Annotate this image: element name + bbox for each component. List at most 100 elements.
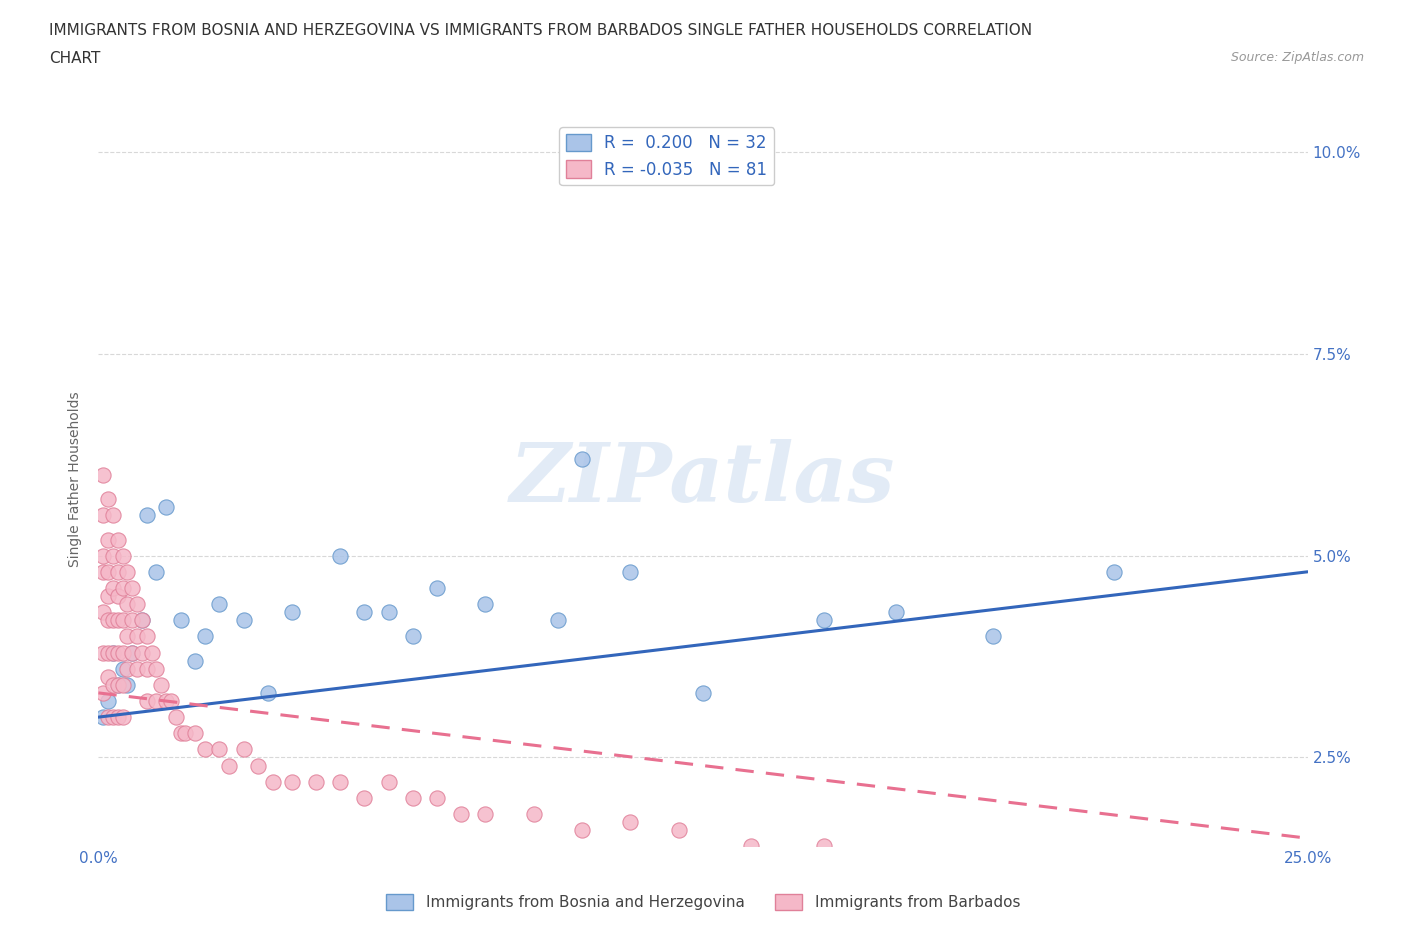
Point — [426, 580, 449, 595]
Text: CHART: CHART — [49, 51, 101, 66]
Point — [141, 645, 163, 660]
Point — [619, 565, 641, 579]
Point — [547, 613, 569, 628]
Point — [97, 694, 120, 709]
Point — [740, 839, 762, 854]
Legend: Immigrants from Bosnia and Herzegovina, Immigrants from Barbados: Immigrants from Bosnia and Herzegovina, … — [380, 888, 1026, 916]
Point — [194, 742, 217, 757]
Point — [668, 823, 690, 838]
Point — [107, 532, 129, 547]
Point — [121, 645, 143, 660]
Point — [155, 499, 177, 514]
Point — [111, 661, 134, 676]
Point — [127, 597, 149, 612]
Point — [145, 661, 167, 676]
Point — [523, 806, 546, 821]
Point — [218, 758, 240, 773]
Point — [121, 613, 143, 628]
Point — [981, 629, 1004, 644]
Point — [91, 508, 114, 523]
Point — [107, 613, 129, 628]
Point — [135, 508, 157, 523]
Legend: R =  0.200   N = 32, R = -0.035   N = 81: R = 0.200 N = 32, R = -0.035 N = 81 — [560, 127, 775, 185]
Point — [97, 589, 120, 604]
Point — [111, 645, 134, 660]
Point — [155, 694, 177, 709]
Point — [111, 677, 134, 692]
Point — [571, 451, 593, 466]
Point — [169, 613, 191, 628]
Point — [101, 710, 124, 724]
Point — [111, 613, 134, 628]
Point — [117, 661, 139, 676]
Point — [450, 806, 472, 821]
Point — [135, 694, 157, 709]
Point — [402, 629, 425, 644]
Point — [97, 613, 120, 628]
Point — [619, 815, 641, 830]
Point — [91, 685, 114, 700]
Point — [91, 710, 114, 724]
Point — [402, 790, 425, 805]
Point — [145, 694, 167, 709]
Point — [426, 790, 449, 805]
Point — [131, 613, 153, 628]
Text: ZIPatlas: ZIPatlas — [510, 439, 896, 519]
Point — [377, 604, 399, 619]
Point — [1102, 565, 1125, 579]
Point — [247, 758, 270, 773]
Point — [101, 677, 124, 692]
Point — [107, 565, 129, 579]
Point — [135, 629, 157, 644]
Point — [305, 775, 328, 790]
Point — [107, 710, 129, 724]
Point — [886, 604, 908, 619]
Point — [160, 694, 183, 709]
Point — [184, 653, 207, 668]
Point — [91, 604, 114, 619]
Point — [101, 645, 124, 660]
Point — [208, 742, 231, 757]
Point — [329, 548, 352, 563]
Point — [232, 613, 254, 628]
Point — [97, 710, 120, 724]
Point — [101, 508, 124, 523]
Point — [117, 629, 139, 644]
Point — [353, 790, 375, 805]
Point — [474, 806, 496, 821]
Point — [329, 775, 352, 790]
Point — [117, 597, 139, 612]
Point — [101, 548, 124, 563]
Point — [107, 677, 129, 692]
Point — [127, 661, 149, 676]
Point — [208, 597, 231, 612]
Point — [150, 677, 173, 692]
Point — [165, 710, 187, 724]
Point — [353, 604, 375, 619]
Point — [121, 580, 143, 595]
Point — [91, 548, 114, 563]
Point — [91, 565, 114, 579]
Point — [232, 742, 254, 757]
Point — [184, 725, 207, 740]
Point — [101, 613, 124, 628]
Point — [121, 645, 143, 660]
Point — [117, 565, 139, 579]
Point — [107, 645, 129, 660]
Point — [101, 580, 124, 595]
Point — [131, 613, 153, 628]
Point — [107, 677, 129, 692]
Point — [262, 775, 284, 790]
Point — [571, 823, 593, 838]
Point — [813, 613, 835, 628]
Text: IMMIGRANTS FROM BOSNIA AND HERZEGOVINA VS IMMIGRANTS FROM BARBADOS SINGLE FATHER: IMMIGRANTS FROM BOSNIA AND HERZEGOVINA V… — [49, 23, 1032, 38]
Point — [97, 492, 120, 507]
Point — [97, 532, 120, 547]
Point — [117, 677, 139, 692]
Point — [813, 839, 835, 854]
Point — [97, 565, 120, 579]
Point — [692, 685, 714, 700]
Point — [169, 725, 191, 740]
Point — [256, 685, 278, 700]
Text: Source: ZipAtlas.com: Source: ZipAtlas.com — [1230, 51, 1364, 64]
